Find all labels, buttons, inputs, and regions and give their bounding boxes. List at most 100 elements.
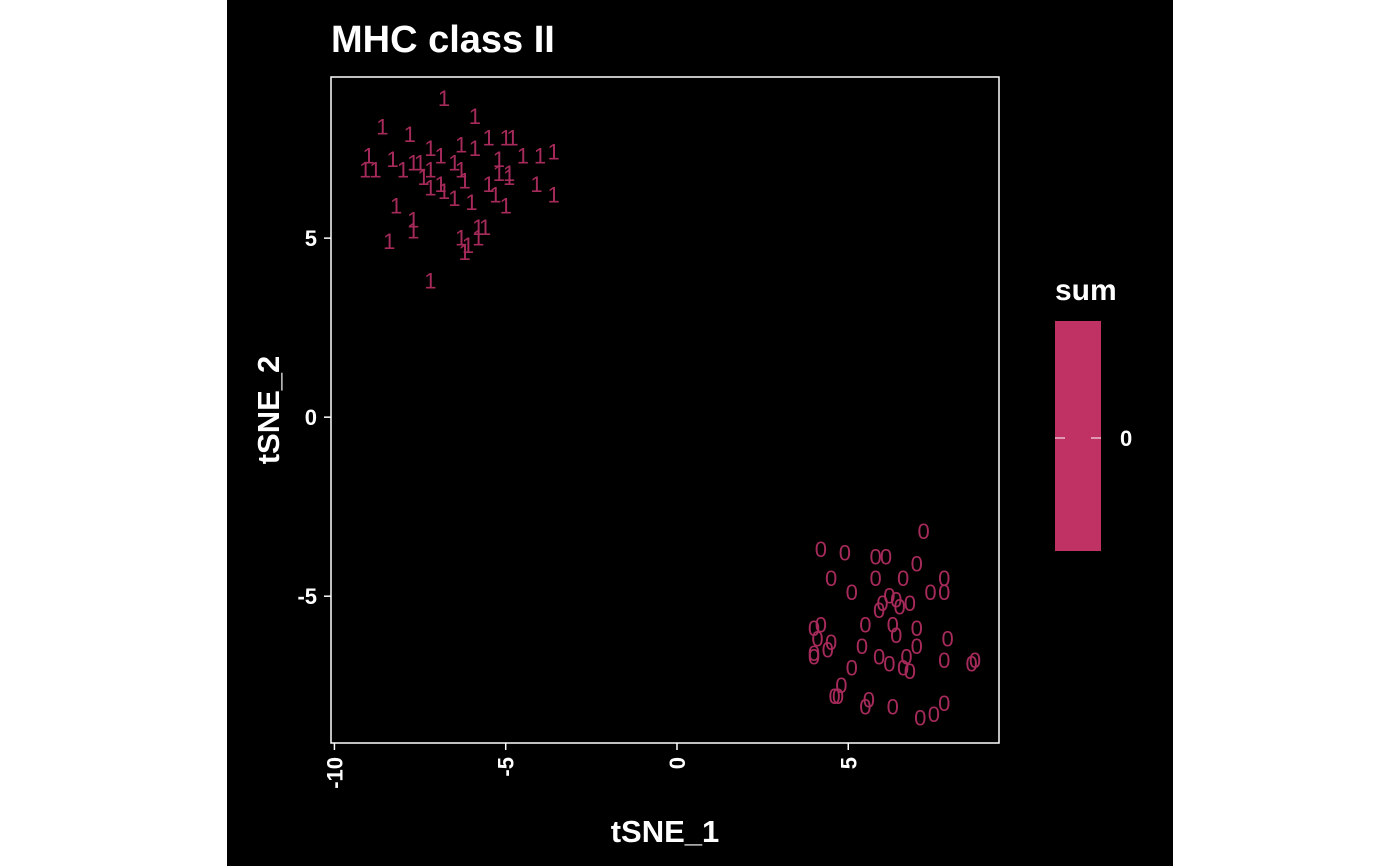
point-label-0: 0 xyxy=(938,580,950,605)
point-label-0: 0 xyxy=(880,544,892,569)
x-tick-label: 0 xyxy=(665,757,690,769)
point-label-0: 0 xyxy=(904,591,916,616)
point-label-1: 1 xyxy=(424,158,436,183)
point-label-1: 1 xyxy=(482,125,494,150)
point-label-1: 1 xyxy=(462,233,474,258)
point-label-0: 0 xyxy=(828,684,840,709)
point-label-1: 1 xyxy=(407,208,419,233)
point-label-1: 1 xyxy=(548,183,560,208)
point-label-1: 1 xyxy=(383,229,395,254)
point-label-1: 1 xyxy=(424,136,436,161)
point-label-1: 1 xyxy=(390,193,402,218)
point-label-1: 1 xyxy=(376,115,388,140)
point-label-1: 1 xyxy=(469,136,481,161)
point-label-0: 0 xyxy=(825,630,837,655)
point-label-0: 0 xyxy=(938,648,950,673)
point-label-0: 0 xyxy=(890,587,902,612)
point-label-0: 0 xyxy=(883,584,895,609)
point-label-0: 0 xyxy=(965,652,977,677)
y-tick-label: 5 xyxy=(305,226,317,251)
x-axis-ticks: -10 -5 0 5 xyxy=(322,743,861,789)
x-tick-label: -10 xyxy=(322,757,347,789)
point-label-1: 1 xyxy=(503,161,515,186)
point-label-0: 0 xyxy=(856,634,868,659)
point-label-1: 1 xyxy=(434,143,446,168)
point-label-1: 1 xyxy=(424,269,436,294)
chart-title: MHC class II xyxy=(331,19,555,61)
point-label-1: 1 xyxy=(438,86,450,111)
point-label-1: 1 xyxy=(482,172,494,197)
x-tick-label: 5 xyxy=(836,757,861,769)
point-label-0: 0 xyxy=(911,551,923,576)
point-label-1: 1 xyxy=(458,168,470,193)
legend-tick-label: 0 xyxy=(1120,426,1132,451)
point-label-1: 1 xyxy=(434,172,446,197)
point-label-0: 0 xyxy=(870,566,882,591)
point-label-0: 0 xyxy=(846,655,858,680)
plot-area-border xyxy=(330,76,1000,744)
point-label-0: 0 xyxy=(890,623,902,648)
point-label-0: 0 xyxy=(938,691,950,716)
point-label-0: 0 xyxy=(897,655,909,680)
point-label-1: 1 xyxy=(472,226,484,251)
point-label-0: 0 xyxy=(846,580,858,605)
point-label-0: 0 xyxy=(839,541,851,566)
point-label-0: 0 xyxy=(938,566,950,591)
point-label-0: 0 xyxy=(835,673,847,698)
point-label-1: 1 xyxy=(534,143,546,168)
point-label-1: 1 xyxy=(363,143,375,168)
point-label-1: 1 xyxy=(417,165,429,190)
point-label-1: 1 xyxy=(503,165,515,190)
point-label-0: 0 xyxy=(969,648,981,673)
point-label-0: 0 xyxy=(897,566,909,591)
point-label-1: 1 xyxy=(407,218,419,243)
point-label-1: 1 xyxy=(469,104,481,129)
point-label-1: 1 xyxy=(414,150,426,175)
x-axis-title: tSNE_1 xyxy=(611,814,720,849)
point-label-0: 0 xyxy=(811,627,823,652)
point-label-0: 0 xyxy=(883,652,895,677)
point-label-0: 0 xyxy=(822,637,834,662)
point-label-1: 1 xyxy=(506,125,518,150)
point-label-1: 1 xyxy=(548,140,560,165)
point-label-1: 1 xyxy=(455,158,467,183)
point-label-0: 0 xyxy=(924,580,936,605)
point-label-0: 0 xyxy=(863,688,875,713)
point-label-1: 1 xyxy=(407,150,419,175)
y-axis-title: tSNE_2 xyxy=(251,356,286,465)
point-label-0: 0 xyxy=(815,612,827,637)
point-label-1: 1 xyxy=(387,147,399,172)
y-tick-label: 0 xyxy=(305,405,317,430)
point-label-1: 1 xyxy=(448,186,460,211)
point-label-1: 1 xyxy=(472,215,484,240)
y-tick-label: -5 xyxy=(297,584,317,609)
point-label-0: 0 xyxy=(808,641,820,666)
point-label-0: 0 xyxy=(870,544,882,569)
point-label-0: 0 xyxy=(941,627,953,652)
point-label-0: 0 xyxy=(859,695,871,720)
point-label-1: 1 xyxy=(455,133,467,158)
point-label-1: 1 xyxy=(465,190,477,215)
legend-colorbar xyxy=(1055,321,1101,551)
point-label-1: 1 xyxy=(424,176,436,201)
point-label-1: 1 xyxy=(458,240,470,265)
point-label-0: 0 xyxy=(808,645,820,670)
point-label-1: 1 xyxy=(530,172,542,197)
point-label-0: 0 xyxy=(918,519,930,544)
point-label-1: 1 xyxy=(438,179,450,204)
point-label-1: 1 xyxy=(493,147,505,172)
point-label-1: 1 xyxy=(493,161,505,186)
legend-title: sum xyxy=(1055,274,1117,307)
point-label-1: 1 xyxy=(489,183,501,208)
point-label-0: 0 xyxy=(859,612,871,637)
y-axis-ticks: -5 0 5 xyxy=(297,226,331,609)
point-label-1: 1 xyxy=(517,143,529,168)
point-label-0: 0 xyxy=(808,616,820,641)
point-label-0: 0 xyxy=(900,645,912,670)
point-label-0: 0 xyxy=(887,612,899,637)
point-label-0: 0 xyxy=(873,645,885,670)
point-label-0: 0 xyxy=(815,537,827,562)
point-label-1: 1 xyxy=(369,158,381,183)
